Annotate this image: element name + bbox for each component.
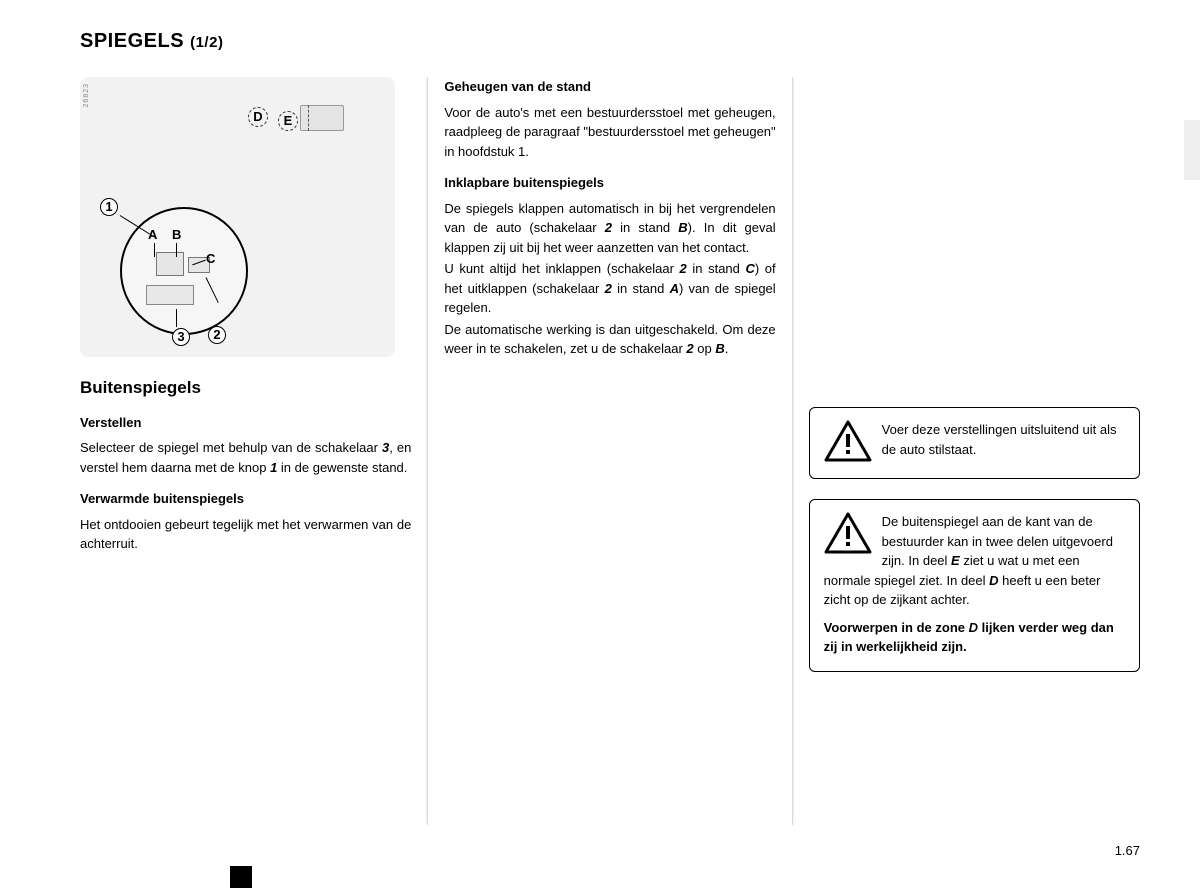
leader-B <box>176 243 177 257</box>
warning-text-1: Voer deze verstellingen uitsluitend uit … <box>882 422 1117 457</box>
title-sub: (1/2) <box>190 34 223 51</box>
para-inklap-b: U kunt altijd het inklappen (schakelaar … <box>444 259 775 318</box>
callout-E: E <box>278 111 298 131</box>
heading-buitenspiegels: Buitenspiegels <box>80 375 411 401</box>
figure-ref-number: 26823 <box>82 83 93 107</box>
warning-icon <box>824 512 872 554</box>
callout-2: 2 <box>208 325 226 345</box>
side-tab <box>1184 120 1200 180</box>
control-panel-shape <box>146 285 194 305</box>
heading-verstellen: Verstellen <box>80 413 411 433</box>
para-inklap-a: De spiegels klappen automatisch in bij h… <box>444 199 775 258</box>
footer-tab <box>230 866 252 888</box>
mirror-split-line <box>308 105 309 131</box>
warning-text-2b: Voorwerpen in de zone D lijken verder we… <box>824 618 1125 657</box>
heading-verwarmde: Verwarmde buitenspiegels <box>80 489 411 509</box>
warning-icon <box>824 420 872 462</box>
callout-1: 1 <box>100 197 118 217</box>
column-right: Voer deze verstellingen uitsluitend uit … <box>793 77 1140 815</box>
manual-page: SPIEGELS (1/2) 26823 D E <box>0 0 1200 888</box>
control-knob-shape <box>156 252 184 276</box>
figure-mirror-controls: 26823 D E 1 <box>80 77 395 357</box>
spacer <box>809 77 1140 407</box>
callout-A: A <box>148 225 157 245</box>
heading-inklapbare: Inklapbare buitenspiegels <box>444 173 775 193</box>
para-inklap-c: De automatische werking is dan uitgescha… <box>444 320 775 359</box>
page-number: 1.67 <box>1115 843 1140 858</box>
title-main: SPIEGELS <box>80 30 184 52</box>
para-verwarmde: Het ontdooien gebeurt tegelijk met het v… <box>80 515 411 554</box>
warning-box-2: De buitenspiegel aan de kant van de best… <box>809 499 1140 672</box>
column-left: 26823 D E 1 <box>80 77 427 815</box>
leader-3 <box>176 309 177 327</box>
column-middle: Geheugen van de stand Voor de auto's met… <box>427 77 792 825</box>
para-verstellen: Selecteer de spiegel met behulp van de s… <box>80 438 411 477</box>
callout-B: B <box>172 225 181 245</box>
heading-geheugen: Geheugen van de stand <box>444 77 775 97</box>
warning-box-1: Voer deze verstellingen uitsluitend uit … <box>809 407 1140 479</box>
page-title: SPIEGELS (1/2) <box>80 30 1140 53</box>
column-layout: 26823 D E 1 <box>80 77 1140 815</box>
callout-C: C <box>206 249 215 269</box>
callout-D: D <box>248 107 268 127</box>
mirror-shape <box>300 105 344 131</box>
callout-3: 3 <box>172 327 190 347</box>
para-geheugen: Voor de auto's met een bestuurdersstoel … <box>444 103 775 162</box>
leader-A <box>154 243 155 257</box>
